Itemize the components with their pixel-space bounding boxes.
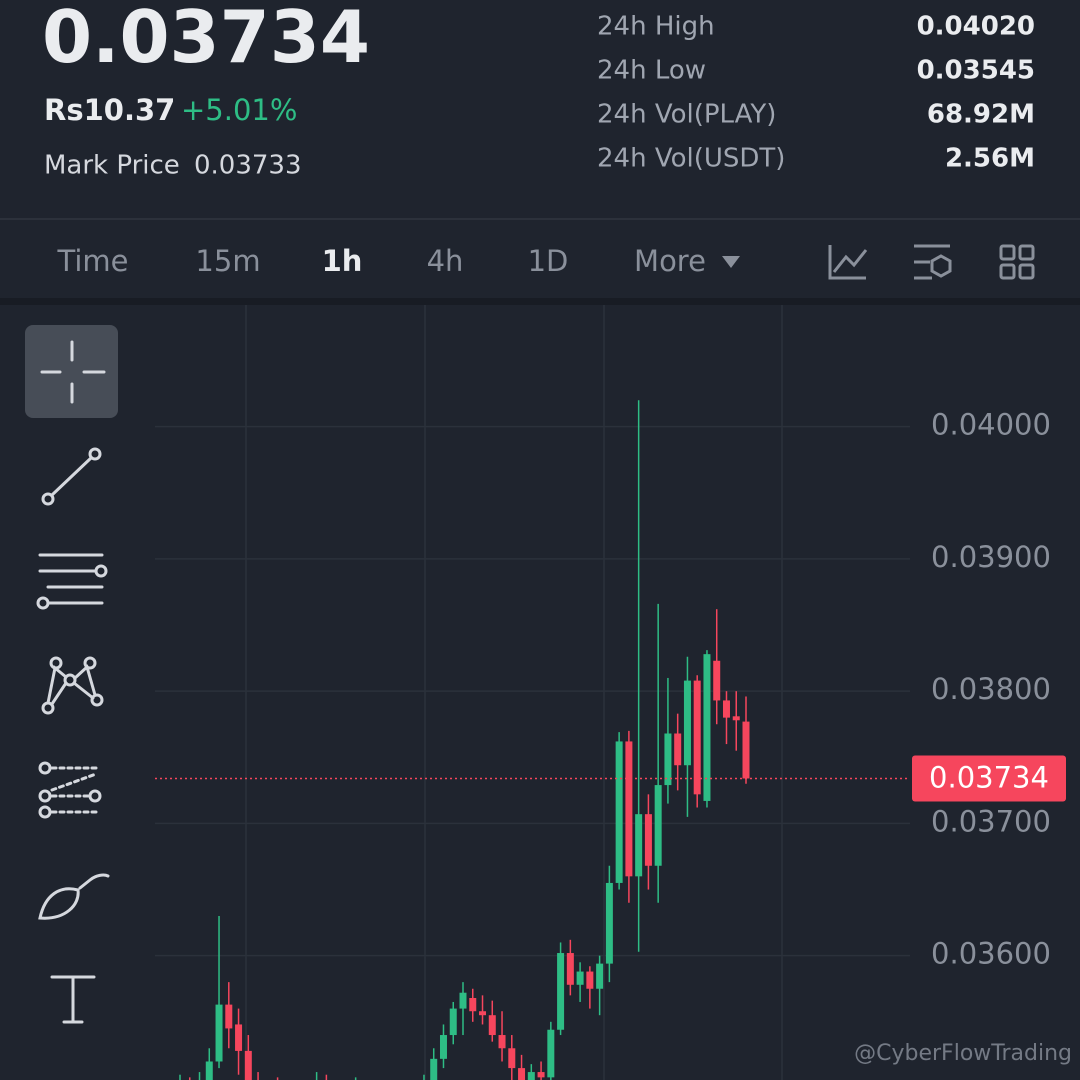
last-price-label: 0.03734	[929, 760, 1049, 794]
candle-body	[518, 1068, 526, 1080]
crosshair-tool[interactable]	[25, 325, 118, 418]
candle-body	[615, 741, 623, 883]
mark-price-label: Mark Price	[44, 151, 180, 181]
candle-body	[664, 733, 672, 786]
fib-tool[interactable]	[38, 761, 102, 819]
candle-body	[449, 1008, 457, 1036]
brush-tool[interactable]	[38, 873, 110, 920]
stat-label: 24h Vol(USDT)	[597, 144, 785, 174]
candle-body	[488, 1015, 496, 1036]
layout-icon[interactable]	[999, 244, 1035, 280]
candle-body	[508, 1048, 516, 1069]
candle-body	[605, 882, 613, 964]
overlay: 0.03600 0.03700 0.03800 0.03900 0.04000 0.037…	[155, 408, 1066, 971]
candle-body	[439, 1035, 447, 1059]
horizontal-line-tool[interactable]	[36, 553, 108, 610]
plot	[155, 305, 910, 1080]
crosshair-icon	[40, 340, 106, 404]
candle-body	[703, 654, 711, 801]
candle-body	[244, 1050, 252, 1080]
tab[interactable]: Time	[57, 244, 129, 278]
tab-bar: Time 15m 1h 4h 1D More	[57, 244, 706, 278]
candle-body	[205, 1061, 213, 1080]
price: 0.03734	[42, 0, 370, 79]
watermark: @CyberFlowTrading	[854, 1041, 1072, 1066]
tab[interactable]: 4h	[427, 244, 464, 278]
candle-body	[654, 785, 662, 866]
candle-body	[722, 700, 730, 718]
local-price: Rs10.37	[44, 93, 175, 127]
candle-body	[537, 1072, 545, 1078]
candle-body	[459, 992, 467, 1009]
text-tool[interactable]	[50, 975, 96, 1024]
divider	[0, 298, 1080, 305]
candle-body	[576, 971, 584, 985]
stat-label: 24h Vol(PLAY)	[597, 100, 776, 130]
candle-body	[683, 680, 691, 766]
candle-body	[635, 814, 643, 877]
stat-label: 24h Low	[597, 56, 706, 86]
candle-body	[527, 1072, 535, 1080]
pattern-tool[interactable]	[41, 656, 104, 715]
stat-value: 68.92M	[927, 100, 1035, 130]
stat-label: 24h High	[597, 12, 715, 42]
y-tick-label: 0.03800	[931, 672, 1051, 706]
stat-value: 0.04020	[917, 12, 1035, 42]
candle-body	[732, 716, 740, 721]
candle-body	[674, 733, 682, 766]
candle-body	[235, 1024, 243, 1051]
candle-body	[547, 1029, 555, 1078]
candle-body	[625, 741, 633, 877]
indicator-icon[interactable]	[914, 244, 952, 280]
y-tick-label: 0.04000	[931, 408, 1051, 442]
chart-type-icon[interactable]	[828, 245, 868, 280]
candle-body	[498, 1035, 506, 1049]
candle-body	[644, 814, 652, 866]
tab[interactable]: 1h	[322, 244, 363, 278]
change: +5.01%	[181, 93, 297, 127]
line-tool[interactable]	[41, 447, 102, 506]
y-tick-label: 0.03600	[931, 937, 1051, 971]
y-tick-label: 0.03700	[931, 804, 1051, 838]
candle-body	[586, 971, 594, 989]
candle-body	[557, 953, 565, 1030]
tab[interactable]: 1D	[528, 244, 569, 278]
tab[interactable]: More	[634, 244, 706, 278]
stat-value: 2.56M	[945, 144, 1035, 174]
candle-body	[742, 721, 750, 779]
y-tick-label: 0.03900	[931, 540, 1051, 574]
stat-value: 0.03545	[917, 56, 1035, 86]
last-price-box	[912, 755, 1066, 802]
candle-body	[225, 1004, 233, 1029]
candle-body	[566, 953, 574, 985]
tab[interactable]: 15m	[195, 244, 260, 278]
candle-body	[215, 1004, 223, 1062]
mark-price: 0.03733	[194, 151, 302, 181]
candle-body	[693, 680, 701, 795]
candle-body	[596, 963, 604, 989]
candle-body	[713, 660, 721, 701]
candle-body	[469, 998, 477, 1012]
dropdown-arrow[interactable]	[722, 256, 740, 268]
candle-body	[479, 1011, 487, 1016]
candle-body	[430, 1058, 438, 1080]
